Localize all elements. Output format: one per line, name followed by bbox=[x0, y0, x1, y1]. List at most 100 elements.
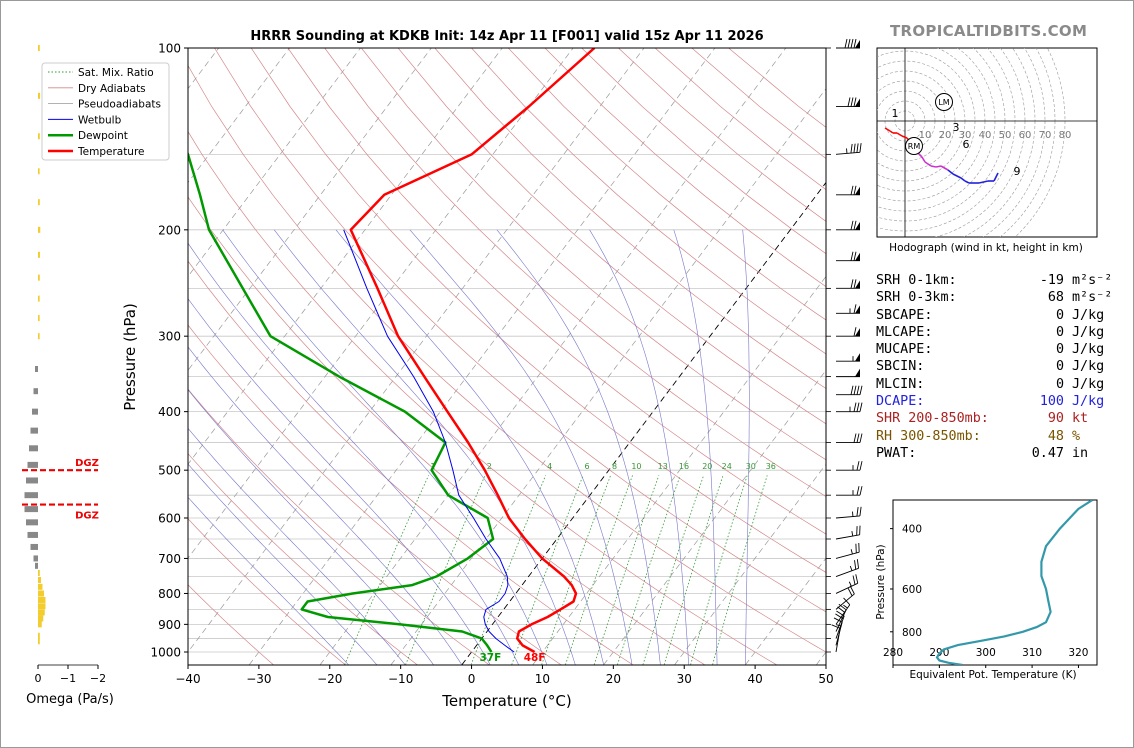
hodograph-segment bbox=[930, 165, 937, 168]
omega-bar bbox=[24, 506, 38, 513]
stat-row: SRH 0-1km: -19 m²s⁻² bbox=[876, 273, 1113, 288]
surface-dewpoint-label: 37F bbox=[480, 652, 502, 664]
x-tick-label: 50 bbox=[818, 672, 833, 686]
thetae-y-tick-label: 800 bbox=[902, 627, 922, 639]
omega-bar bbox=[38, 615, 44, 622]
hodograph-segment bbox=[884, 127, 891, 132]
wind-barb bbox=[835, 610, 845, 639]
wind-barb bbox=[835, 585, 855, 610]
temperature-line bbox=[349, 48, 596, 654]
omega-bar bbox=[38, 596, 46, 603]
omega-tick-label: −1 bbox=[60, 672, 76, 685]
wind-barb bbox=[835, 143, 862, 155]
legend-entry: Dry Adiabats bbox=[78, 83, 146, 95]
wind-barb bbox=[835, 525, 861, 540]
wind-barb bbox=[836, 353, 860, 362]
omega-bar bbox=[38, 603, 46, 610]
y-tick-label: 800 bbox=[158, 587, 181, 601]
dry-adiabat-line bbox=[250, 48, 826, 573]
omega-bar bbox=[30, 543, 38, 550]
mixing-ratio-label: 2 bbox=[487, 462, 492, 471]
omega-bar bbox=[38, 315, 40, 322]
y-tick-label: 200 bbox=[158, 223, 181, 237]
stat-row: MUCAPE: 0 J/kg bbox=[876, 342, 1105, 358]
x-tick-label: 10 bbox=[535, 672, 550, 686]
stat-row: SBCAPE: 0 J/kg bbox=[876, 307, 1105, 323]
hodograph-caption: Hodograph (wind in kt, height in km) bbox=[889, 242, 1083, 254]
thetae-x-tick-label: 300 bbox=[976, 647, 996, 659]
hodograph-segment bbox=[978, 180, 989, 184]
wind-barb bbox=[835, 603, 847, 632]
omega-bar bbox=[35, 366, 38, 373]
wind-barb bbox=[836, 251, 860, 262]
storm-motion-label: LM bbox=[938, 98, 949, 107]
thetae-frame bbox=[892, 499, 1098, 666]
thetae-y-label: Pressure (hPa) bbox=[875, 544, 887, 619]
omega-bar bbox=[38, 45, 40, 51]
omega-bar bbox=[38, 621, 42, 628]
mixing-ratio-label: 36 bbox=[766, 462, 776, 471]
surface-temperature-label: 48F bbox=[524, 652, 546, 664]
plot-frame bbox=[187, 47, 827, 666]
hodograph-segment bbox=[889, 130, 894, 134]
dry-adiabat-line bbox=[188, 324, 562, 665]
dry-adiabat-line bbox=[471, 48, 826, 355]
hodograph-segment bbox=[924, 161, 932, 167]
isotherm-line bbox=[188, 48, 503, 465]
stat-row: MLCIN: 0 J/kg bbox=[876, 376, 1105, 392]
height-label: 6 bbox=[963, 138, 970, 151]
pseudoadiabat-line bbox=[409, 229, 633, 665]
isotherm-line bbox=[188, 48, 361, 278]
storm-motion-marker bbox=[935, 93, 953, 111]
wind-barb bbox=[836, 185, 860, 196]
omega-bar bbox=[38, 333, 40, 340]
pseudoadiabat-line bbox=[188, 346, 463, 665]
omega-bar bbox=[26, 519, 38, 526]
x-tick-label: −30 bbox=[246, 672, 271, 686]
pseudoadiabat-line bbox=[335, 229, 604, 665]
hodograph-segment bbox=[993, 172, 999, 182]
omega-bar bbox=[27, 461, 38, 468]
ring-label: 60 bbox=[1019, 130, 1032, 141]
mixing-ratio-label: 20 bbox=[702, 462, 712, 471]
stat-row: PWAT: 0.47 in bbox=[876, 445, 1089, 461]
isotherm-line bbox=[188, 48, 574, 559]
omega-bar bbox=[38, 92, 41, 99]
mixing-ratio-label: 13 bbox=[658, 462, 668, 471]
isotherm-line bbox=[248, 48, 716, 665]
mixing-ratio-line bbox=[712, 475, 768, 665]
wind-barb bbox=[836, 327, 860, 337]
isotherm-line bbox=[319, 48, 787, 665]
wind-barb bbox=[836, 385, 863, 396]
omega-bar bbox=[24, 492, 38, 499]
pseudoadiabat-line bbox=[188, 463, 378, 665]
y-tick-label: 400 bbox=[158, 405, 181, 419]
wind-barb bbox=[835, 597, 851, 625]
thetae-x-tick-label: 280 bbox=[883, 647, 903, 659]
mixing-ratio-label: 8 bbox=[612, 462, 617, 471]
height-label: 9 bbox=[1014, 165, 1021, 178]
pseudoadiabat-line bbox=[188, 389, 434, 665]
height-label: 1 bbox=[892, 107, 899, 120]
dry-adiabat-line bbox=[188, 584, 274, 665]
ring-label: 70 bbox=[1039, 130, 1052, 141]
x-tick-label: 30 bbox=[677, 672, 692, 686]
stat-row: SBCIN: 0 J/kg bbox=[876, 359, 1105, 375]
dgz-label-bottom: DGZ bbox=[75, 511, 99, 522]
ring-label: 40 bbox=[979, 130, 992, 141]
thetae-y-tick-label: 600 bbox=[902, 584, 922, 596]
isotherm-line bbox=[0, 48, 6, 665]
pseudoadiabat-line bbox=[589, 229, 689, 665]
dry-adiabat-line bbox=[188, 260, 633, 665]
wind-barb bbox=[831, 624, 841, 653]
mixing-ratio-label: 24 bbox=[722, 462, 732, 471]
omega-tick-label: −2 bbox=[90, 672, 106, 685]
pseudoadiabat-line bbox=[188, 242, 519, 665]
isotherm-line bbox=[461, 181, 826, 665]
dry-adiabat-line bbox=[188, 196, 705, 665]
mixing-ratio-line bbox=[663, 475, 724, 665]
y-tick-label: 1000 bbox=[150, 646, 181, 660]
thetae-y-tick-label: 400 bbox=[902, 524, 922, 536]
hodograph-segment bbox=[940, 165, 949, 171]
hodograph-segment bbox=[896, 132, 903, 137]
